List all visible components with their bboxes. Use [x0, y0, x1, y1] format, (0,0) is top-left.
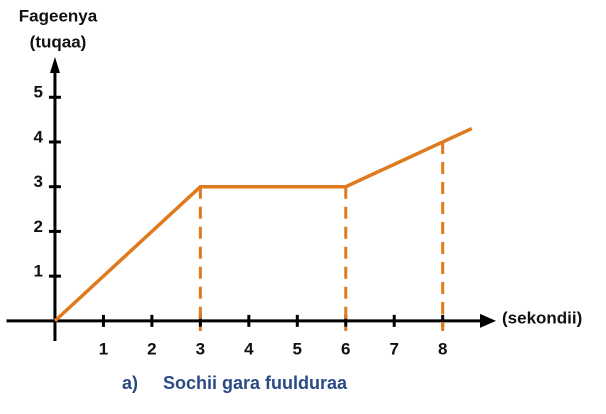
- y-tick-label: 3: [33, 172, 42, 191]
- caption: Sochii gara fuulduraa: [163, 373, 348, 393]
- x-axis-label: (sekondii): [502, 308, 582, 327]
- x-axis-arrow: [480, 313, 496, 328]
- y-axis-label: (tuqaa): [30, 32, 87, 51]
- y-tick-label: 5: [33, 83, 42, 102]
- y-axis-label: Fageenya: [19, 6, 98, 25]
- y-axis-arrow: [49, 57, 60, 73]
- x-tick-label: 8: [438, 339, 447, 358]
- x-tick-label: 6: [341, 339, 350, 358]
- y-tick-label: 1: [33, 262, 42, 281]
- x-tick-label: 1: [99, 339, 108, 358]
- x-tick-label: 2: [147, 339, 156, 358]
- caption-letter: a): [122, 373, 138, 393]
- x-tick-label: 4: [244, 339, 254, 358]
- x-tick-label: 3: [196, 339, 205, 358]
- line: [53, 126, 473, 323]
- y-tick-label: 2: [33, 217, 42, 236]
- x-tick-label: 7: [389, 339, 398, 358]
- x-tick-label: 5: [293, 339, 302, 358]
- y-tick-label: 4: [33, 127, 43, 146]
